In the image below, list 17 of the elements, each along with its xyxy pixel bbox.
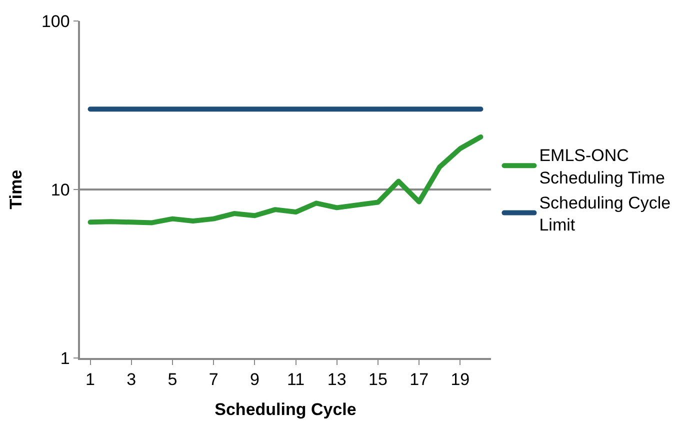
x-axis-title: Scheduling Cycle <box>214 400 356 420</box>
y-tick-label: 1 <box>60 348 70 368</box>
x-tick-label: 7 <box>208 370 218 390</box>
x-tick-label: 17 <box>410 370 429 390</box>
legend-label: EMLS-ONC Scheduling Time <box>539 146 665 188</box>
legend-label: Scheduling Cycle Limit <box>539 193 671 234</box>
x-tick-label: 11 <box>286 370 305 390</box>
x-tick-label: 5 <box>168 370 178 390</box>
x-tick-label: 15 <box>368 370 388 390</box>
x-tick-label: 9 <box>250 370 260 390</box>
x-tick-label: 3 <box>126 370 136 390</box>
y-axis-title: Time <box>6 170 26 210</box>
x-tick-label: 13 <box>327 370 346 390</box>
x-tick-label: 19 <box>450 370 470 390</box>
y-tick-label: 10 <box>50 180 70 200</box>
x-tick-label: 1 <box>86 370 96 390</box>
y-tick-label: 100 <box>41 12 70 31</box>
